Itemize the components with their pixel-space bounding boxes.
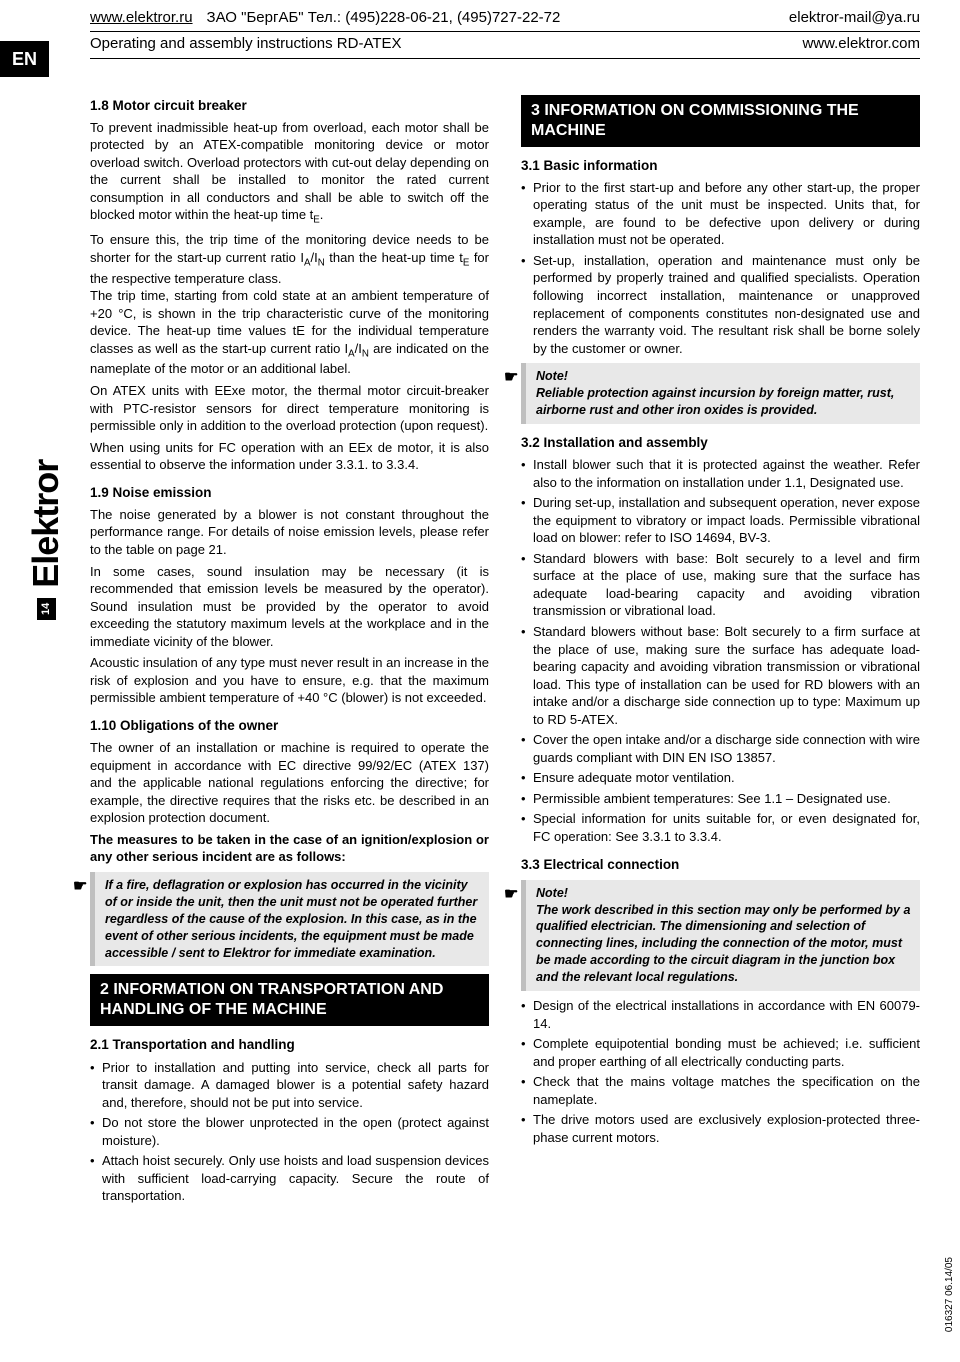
list-item: Attach hoist securely. Only use hoists a…	[90, 1152, 489, 1205]
p: To ensure this, the trip time of the mon…	[90, 231, 489, 378]
p: When using units for FC operation with a…	[90, 439, 489, 474]
h-3-2: 3.2 Installation and assembly	[521, 434, 920, 452]
h-1-8: 1.8 Motor circuit breaker	[90, 97, 489, 115]
p-bold: The measures to be taken in the case of …	[90, 831, 489, 866]
list-item: During set-up, installation and subseque…	[521, 494, 920, 547]
doc-code: 016327 06.14/05	[943, 1257, 957, 1332]
note-box: Note! Reliable protection against incurs…	[521, 363, 920, 424]
header-email: elektror-mail@ya.ru	[789, 8, 920, 28]
header-bar: www.elektror.ru ЗАО "БергАБ" Тел.: (495)…	[0, 0, 960, 59]
p: On ATEX units with EExe motor, the therm…	[90, 382, 489, 435]
header-link-ru[interactable]: www.elektror.ru	[90, 9, 193, 26]
list-item: Cover the open intake and/or a discharge…	[521, 731, 920, 766]
note-text: If a fire, deflagration or explosion has…	[105, 878, 477, 960]
p: To prevent inadmissible heat-up from ove…	[90, 119, 489, 227]
list-item: Install blower such that it is protected…	[521, 456, 920, 491]
list-item: Do not store the blower unprotected in t…	[90, 1114, 489, 1149]
right-column: 3 INFORMATION ON COMMISSIONING THE MACHI…	[521, 87, 920, 1209]
header-link-com: www.elektror.com	[802, 34, 920, 54]
list-3-3: Design of the electrical installations i…	[521, 997, 920, 1146]
list-2-1: Prior to installation and putting into s…	[90, 1059, 489, 1205]
list-item: Standard blowers without base: Bolt secu…	[521, 623, 920, 728]
h-2-1: 2.1 Transportation and handling	[90, 1036, 489, 1054]
p: In some cases, sound insulation may be n…	[90, 563, 489, 651]
p: The owner of an installation or machine …	[90, 739, 489, 827]
list-item: Permissible ambient temperatures: See 1.…	[521, 790, 920, 808]
header-dealer: ЗАО "БергАБ" Тел.: (495)228-06-21, (495)…	[193, 8, 789, 28]
h-3-3: 3.3 Electrical connection	[521, 856, 920, 874]
list-3-2: Install blower such that it is protected…	[521, 456, 920, 845]
list-item: Check that the mains voltage matches the…	[521, 1073, 920, 1108]
section-2-head: 2 INFORMATION ON TRANSPORTATION AND HAND…	[90, 974, 489, 1026]
list-item: Complete equipotential bonding must be a…	[521, 1035, 920, 1070]
h-1-10: 1.10 Obligations of the owner	[90, 717, 489, 735]
note-text: The work described in this section may o…	[536, 903, 910, 985]
p: The noise generated by a blower is not c…	[90, 506, 489, 559]
list-item: Set-up, installation, operation and main…	[521, 252, 920, 357]
list-item: Prior to the first start-up and before a…	[521, 179, 920, 249]
note-box: Note! The work described in this section…	[521, 880, 920, 991]
note-title: Note!	[536, 886, 568, 900]
h-3-1: 3.1 Basic information	[521, 157, 920, 175]
list-item: Ensure adequate motor ventilation.	[521, 769, 920, 787]
note-title: Note!	[536, 369, 568, 383]
list-item: Design of the electrical installations i…	[521, 997, 920, 1032]
list-item: Prior to installation and putting into s…	[90, 1059, 489, 1112]
list-item: Special information for units suitable f…	[521, 810, 920, 845]
p: Acoustic insulation of any type must nev…	[90, 654, 489, 707]
h-1-9: 1.9 Noise emission	[90, 484, 489, 502]
list-item: The drive motors used are exclusively ex…	[521, 1111, 920, 1146]
note-text: Reliable protection against incursion by…	[536, 386, 894, 417]
section-3-head: 3 INFORMATION ON COMMISSIONING THE MACHI…	[521, 95, 920, 147]
list-3-1: Prior to the first start-up and before a…	[521, 179, 920, 357]
left-column: 1.8 Motor circuit breaker To prevent ina…	[90, 87, 489, 1209]
note-box: If a fire, deflagration or explosion has…	[90, 872, 489, 966]
doc-title: Operating and assembly instructions RD-A…	[90, 34, 402, 54]
list-item: Standard blowers with base: Bolt securel…	[521, 550, 920, 620]
